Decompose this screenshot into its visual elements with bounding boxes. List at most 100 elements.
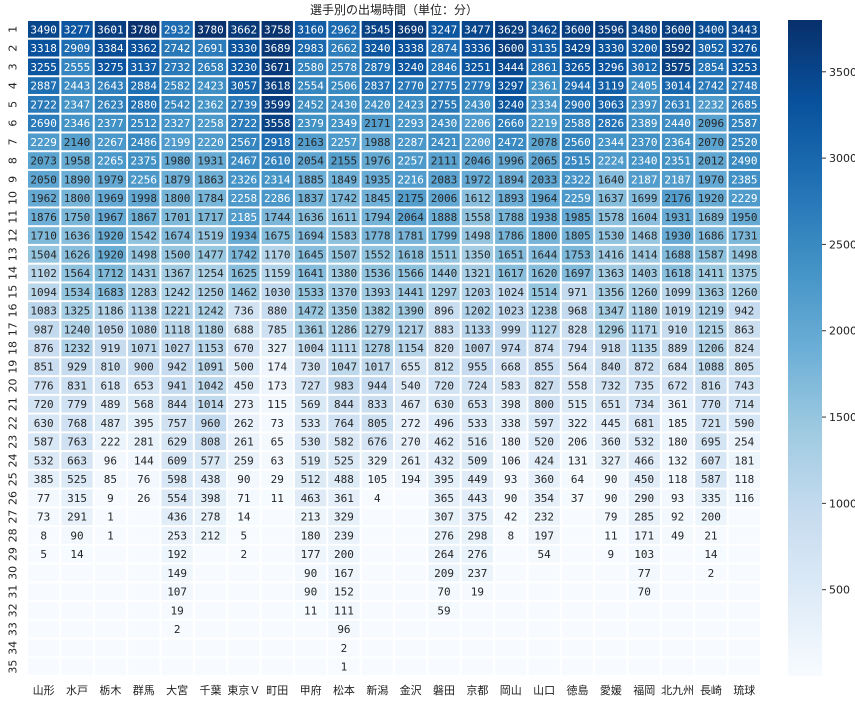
- heatmap-cell: [561, 320, 594, 338]
- heatmap-cell: [628, 377, 660, 394]
- heatmap-cell: [428, 227, 460, 244]
- heatmap-cell: [128, 452, 160, 469]
- heatmap-cell: [628, 508, 660, 526]
- x-tick-label: 群馬: [133, 683, 155, 697]
- heatmap-cell: [661, 602, 694, 619]
- cell-value-label: 805: [367, 417, 387, 430]
- heatmap-cell: [261, 358, 293, 376]
- heatmap-cell: [194, 639, 227, 657]
- heatmap-cell: [228, 452, 260, 469]
- heatmap-cell: [261, 620, 293, 638]
- heatmap-cell: [194, 114, 227, 132]
- heatmap-cell: [695, 21, 727, 38]
- cell-value-label: 2199: [164, 136, 191, 149]
- cell-value-label: 1750: [64, 211, 91, 224]
- cell-value-label: 872: [634, 361, 654, 374]
- heatmap-cell: [395, 658, 427, 675]
- heatmap-cell: [595, 39, 627, 57]
- cell-value-label: 876: [34, 342, 54, 355]
- heatmap-cell: [94, 21, 127, 38]
- cell-value-label: 1498: [131, 248, 158, 261]
- cell-value-label: 450: [234, 379, 254, 392]
- cell-value-label: 14: [237, 511, 251, 524]
- heatmap-cell: [194, 170, 227, 188]
- heatmap-cell: [228, 21, 260, 38]
- cell-value-label: 2900: [564, 98, 591, 111]
- cell-value-label: 516: [467, 436, 487, 449]
- heatmap-cell: [428, 414, 460, 432]
- heatmap-cell: [294, 208, 327, 226]
- heatmap-cell: [94, 170, 127, 188]
- cell-value-label: 2884: [131, 80, 158, 93]
- cell-value-label: 1617: [498, 267, 525, 280]
- cell-value-label: 2420: [364, 98, 391, 111]
- cell-value-label: 1238: [531, 305, 558, 318]
- heatmap-cell: [595, 377, 627, 394]
- heatmap-cell: [328, 545, 360, 563]
- heatmap-cell: [94, 227, 127, 244]
- heatmap-cell: [161, 245, 193, 263]
- heatmap-cell: [395, 489, 427, 507]
- heatmap-cell: [628, 602, 660, 619]
- heatmap-cell: [628, 433, 660, 451]
- heatmap-cell: [294, 320, 327, 338]
- heatmap-cell: [495, 489, 527, 507]
- heatmap-cell: [528, 208, 560, 226]
- heatmap-cell: [28, 658, 60, 675]
- heatmap-cell: [595, 489, 627, 507]
- heatmap-cell: [628, 21, 660, 38]
- heatmap-cell: [194, 470, 227, 488]
- cell-value-label: 681: [634, 417, 654, 430]
- heatmap-cell: [495, 95, 527, 113]
- heatmap-cell: [61, 39, 93, 57]
- y-tick-label: 1: [7, 26, 20, 33]
- heatmap-cell: [294, 227, 327, 244]
- x-tick-label: 北九州: [661, 684, 694, 697]
- heatmap-cell: [728, 564, 760, 582]
- cell-value-label: 180: [301, 529, 321, 542]
- heatmap-cell: [395, 114, 427, 132]
- heatmap-cell: [94, 639, 127, 657]
- cell-value-label: 90: [604, 492, 617, 505]
- heatmap-cell: [28, 320, 60, 338]
- cell-value-label: 1636: [64, 230, 91, 243]
- cell-value-label: 1138: [131, 305, 158, 318]
- heatmap-cell: [294, 583, 327, 601]
- cell-value-label: 2879: [364, 61, 391, 74]
- cell-value-label: 116: [734, 492, 754, 505]
- cell-value-label: 90: [604, 473, 617, 486]
- cell-value-label: 361: [668, 398, 688, 411]
- cell-value-label: 2846: [431, 61, 458, 74]
- y-tick-label: 33: [7, 622, 20, 636]
- cell-value-label: 3063: [598, 98, 625, 111]
- heatmap-cell: [561, 508, 594, 526]
- y-tick-label: 27: [7, 510, 20, 524]
- cell-value-label: 889: [668, 342, 688, 355]
- cell-value-label: 253: [167, 529, 187, 542]
- heatmap-cell: [728, 189, 760, 207]
- cell-value-label: 445: [601, 417, 621, 430]
- heatmap-cell: [294, 245, 327, 263]
- cell-value-label: 489: [100, 398, 120, 411]
- heatmap-cell: [61, 527, 93, 544]
- heatmap-cell: [628, 583, 660, 601]
- cell-value-label: 3618: [264, 80, 291, 93]
- heatmap-cell: [661, 114, 694, 132]
- cell-value-label: 92: [671, 511, 684, 524]
- heatmap-cell: [228, 639, 260, 657]
- cell-value-label: 1260: [631, 286, 658, 299]
- cell-value-label: 1071: [131, 342, 158, 355]
- heatmap-cell: [428, 302, 460, 319]
- cell-value-label: 1356: [598, 286, 625, 299]
- heatmap-cell: [94, 302, 127, 319]
- cell-value-label: 1967: [97, 211, 124, 224]
- heatmap-cell: [561, 564, 594, 582]
- heatmap-cell: [94, 583, 127, 601]
- heatmap-cell: [661, 170, 694, 188]
- heatmap-cell: [194, 152, 227, 169]
- heatmap-cell: [161, 395, 193, 413]
- heatmap-cell: [461, 470, 494, 488]
- cell-value-label: 1964: [531, 192, 558, 205]
- cell-value-label: 1375: [731, 267, 758, 280]
- cell-value-label: 1969: [97, 192, 124, 205]
